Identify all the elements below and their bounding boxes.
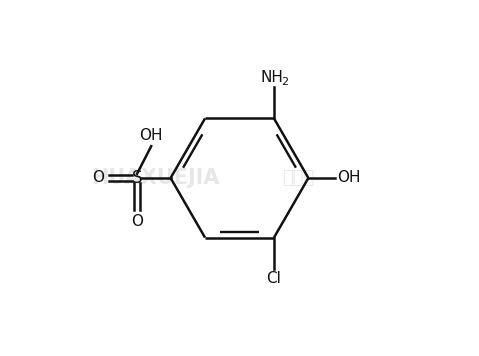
Text: OH: OH xyxy=(139,128,163,143)
Text: HUAXUEJIA: HUAXUEJIA xyxy=(91,168,219,188)
Text: OH: OH xyxy=(337,171,360,185)
Text: O: O xyxy=(92,171,104,185)
Text: S: S xyxy=(132,169,142,187)
Text: O: O xyxy=(131,214,143,229)
Text: 2: 2 xyxy=(281,77,288,87)
Text: 化学加: 化学加 xyxy=(282,169,314,187)
Text: NH: NH xyxy=(261,70,284,85)
Text: Cl: Cl xyxy=(266,271,281,286)
